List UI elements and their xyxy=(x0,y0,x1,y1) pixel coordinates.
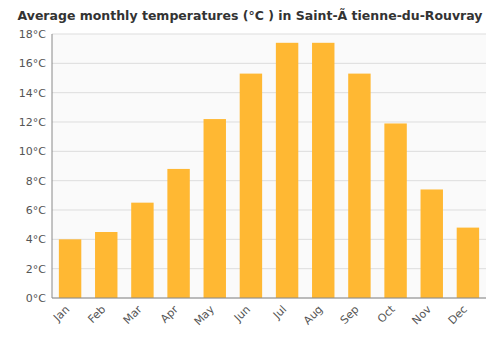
y-tick-label: 0°C xyxy=(26,292,46,305)
y-tick-label: 2°C xyxy=(26,263,46,276)
y-tick-label: 10°C xyxy=(19,145,46,158)
bar xyxy=(457,228,479,298)
x-tick-label: Dec xyxy=(446,303,470,327)
bar xyxy=(276,43,298,298)
y-tick-label: 4°C xyxy=(26,233,46,246)
y-axis: 0°C 2°C 4°C 6°C 8°C 10°C 12°C 14°C 16°C 18°C xyxy=(19,28,46,305)
grid-line xyxy=(52,34,486,35)
plot-area xyxy=(52,34,486,298)
x-tick-label: Feb xyxy=(85,303,108,326)
x-tick-label: Mar xyxy=(121,303,145,327)
x-tick-label: May xyxy=(192,303,218,329)
bar xyxy=(131,203,153,298)
x-tick-label: Oct xyxy=(375,302,398,325)
grid-line xyxy=(52,180,486,181)
y-tick-label: 18°C xyxy=(19,28,46,41)
y-tick-label: 16°C xyxy=(19,57,46,70)
grid-line xyxy=(52,92,486,93)
y-tick-label: 14°C xyxy=(19,87,46,100)
chart: 0°C 2°C 4°C 6°C 8°C 10°C 12°C 14°C 16°C 18°C Jan Fe… xyxy=(0,0,500,350)
grid-line xyxy=(52,122,486,123)
bar xyxy=(204,119,226,298)
x-tick-label: Jan xyxy=(50,303,72,325)
bar xyxy=(95,232,117,298)
x-tick-label: Nov xyxy=(409,303,434,328)
bar xyxy=(167,169,189,298)
grid xyxy=(52,34,486,298)
x-tick-label: Jul xyxy=(270,303,289,322)
y-tick-label: 8°C xyxy=(26,175,46,188)
x-tick-label: Sep xyxy=(338,303,362,327)
x-tick-label: Aug xyxy=(301,303,325,327)
grid-line xyxy=(52,63,486,64)
x-axis-line xyxy=(52,298,486,299)
bar xyxy=(59,239,81,298)
bar xyxy=(384,123,406,298)
bar xyxy=(348,74,370,298)
y-axis-line xyxy=(52,34,53,298)
bars xyxy=(59,43,479,298)
y-tick-label: 12°C xyxy=(19,116,46,129)
title: Average monthly temperatures (°C ) in Sa… xyxy=(18,8,483,23)
x-tick-label: Jun xyxy=(231,303,253,325)
grid-line xyxy=(52,298,486,299)
bar xyxy=(240,74,262,298)
bar xyxy=(312,43,334,298)
x-tick-label: Apr xyxy=(158,303,181,326)
grid-line xyxy=(52,151,486,152)
x-axis: Jan Feb Mar Apr May Jun Jul Aug Sep Oct Nov Dec xyxy=(50,302,470,328)
y-tick-label: 6°C xyxy=(26,204,46,217)
bar xyxy=(421,189,443,298)
